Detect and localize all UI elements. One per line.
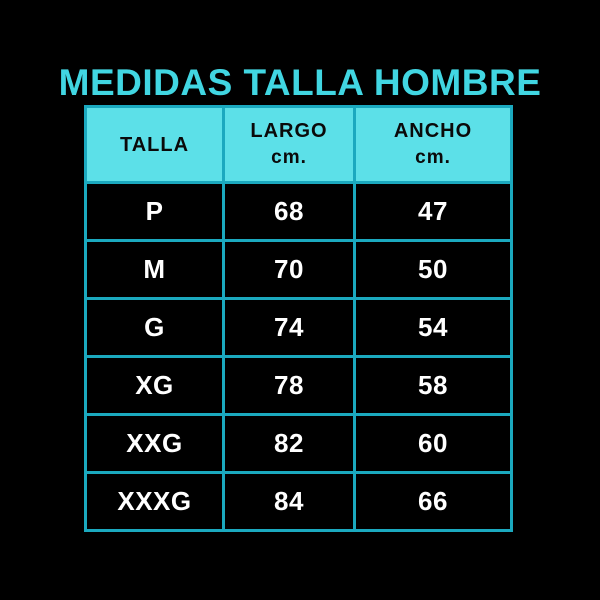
- cell-largo: 68: [222, 181, 356, 242]
- header-label: ANCHO: [393, 120, 473, 143]
- size-table-header: TALLA LARGO cm. ANCHO cm.: [84, 105, 513, 184]
- table-row: XXG 82 60: [84, 413, 513, 474]
- cell-talla: M: [84, 239, 225, 300]
- cell-talla: G: [84, 297, 225, 358]
- page-title: MEDIDAS TALLA HOMBRE: [58, 62, 542, 103]
- header-row: TALLA LARGO cm. ANCHO cm.: [84, 105, 513, 184]
- table-row: XXXG 84 66: [84, 471, 513, 532]
- size-table-body: P 68 47 M 70 50 G 74 54 XG 78 58 XXG 82: [84, 181, 513, 532]
- table-row: G 74 54: [84, 297, 513, 358]
- header-cell-largo: LARGO cm.: [222, 105, 356, 184]
- cell-ancho: 66: [353, 471, 513, 532]
- cell-largo: 70: [222, 239, 356, 300]
- cell-largo: 84: [222, 471, 356, 532]
- cell-ancho: 50: [353, 239, 513, 300]
- header-cell-ancho: ANCHO cm.: [353, 105, 513, 184]
- cell-largo: 78: [222, 355, 356, 416]
- cell-largo: 74: [222, 297, 356, 358]
- cell-largo: 82: [222, 413, 356, 474]
- header-sublabel: cm.: [415, 147, 451, 169]
- cell-ancho: 60: [353, 413, 513, 474]
- cell-talla: XXG: [84, 413, 225, 474]
- header-label: LARGO: [250, 120, 328, 143]
- cell-talla: P: [84, 181, 225, 242]
- cell-ancho: 47: [353, 181, 513, 242]
- header-sublabel: cm.: [271, 147, 307, 169]
- cell-talla: XG: [84, 355, 225, 416]
- cell-talla: XXXG: [84, 471, 225, 532]
- table-row: XG 78 58: [84, 355, 513, 416]
- header-cell-talla: TALLA: [84, 105, 225, 184]
- size-table: TALLA LARGO cm. ANCHO cm. P 68 47: [84, 105, 513, 532]
- table-row: P 68 47: [84, 181, 513, 242]
- cell-ancho: 54: [353, 297, 513, 358]
- header-label: TALLA: [119, 133, 190, 156]
- table-row: M 70 50: [84, 239, 513, 300]
- cell-ancho: 58: [353, 355, 513, 416]
